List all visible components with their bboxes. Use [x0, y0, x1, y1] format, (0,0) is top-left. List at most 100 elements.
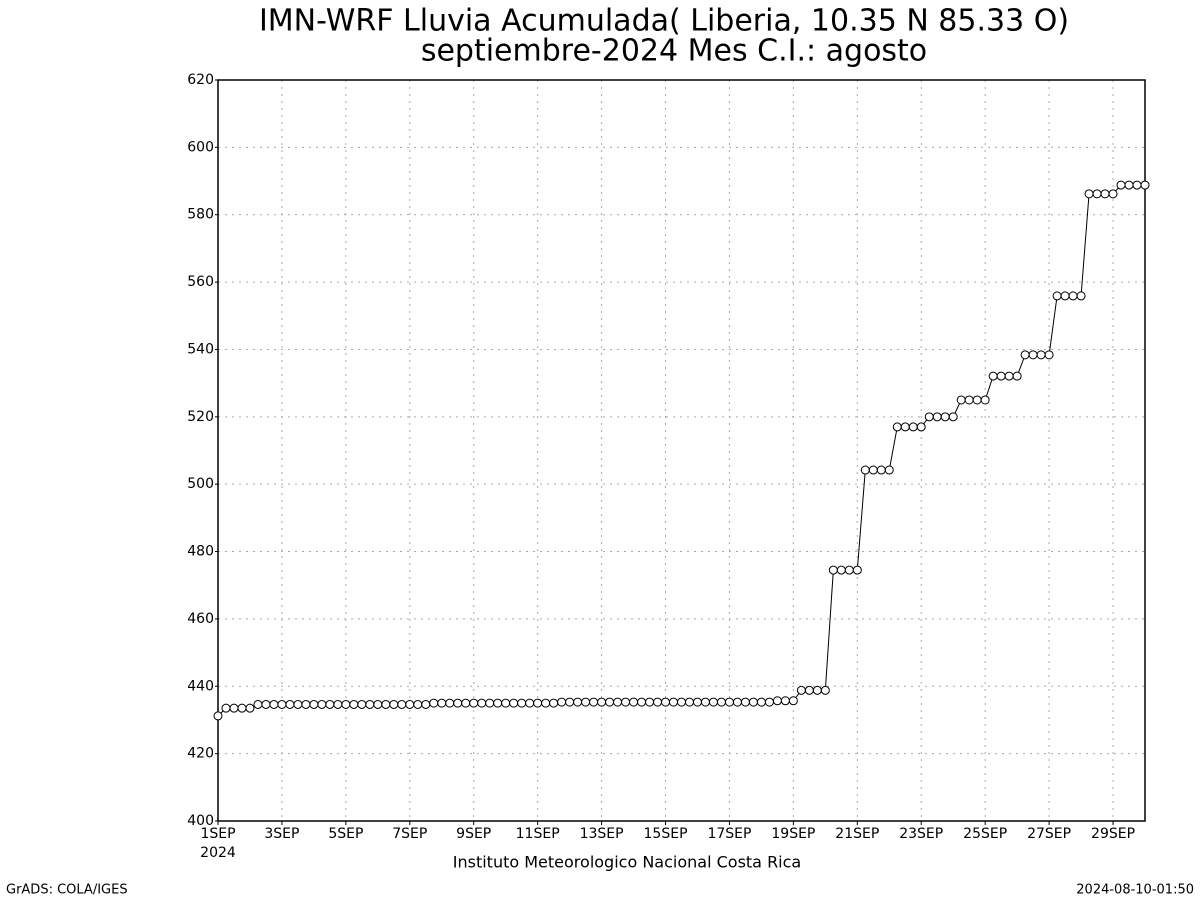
- data-point: [485, 698, 495, 708]
- y-tick-label: 560: [187, 274, 214, 290]
- data-point: [541, 698, 551, 708]
- data-point: [253, 699, 263, 709]
- data-point: [780, 696, 790, 706]
- data-point: [317, 699, 327, 709]
- data-point: [477, 698, 487, 708]
- data-point: [565, 697, 575, 707]
- data-point: [325, 699, 335, 709]
- data-point: [213, 711, 223, 721]
- data-point: [1084, 189, 1094, 199]
- data-point: [405, 699, 415, 709]
- data-point: [661, 697, 671, 707]
- data-point: [437, 698, 447, 708]
- y-tick-label: 600: [187, 139, 214, 155]
- data-point: [972, 395, 982, 405]
- data-point: [629, 697, 639, 707]
- y-tick-label: 480: [187, 544, 214, 560]
- chart-subtitle: septiembre-2024 Mes C.I.: agosto: [421, 34, 927, 69]
- data-point: [533, 698, 543, 708]
- data-point: [836, 565, 846, 575]
- timestamp: 2024-08-10-01:50: [1076, 883, 1194, 898]
- data-point: [932, 412, 942, 422]
- data-point: [469, 698, 479, 708]
- data-point: [788, 696, 798, 706]
- data-point: [812, 685, 822, 695]
- x-tick-label: 23SEP: [899, 826, 943, 842]
- data-point: [764, 697, 774, 707]
- data-point: [1092, 189, 1102, 199]
- data-point: [772, 696, 782, 706]
- data-point: [692, 697, 702, 707]
- data-point: [924, 412, 934, 422]
- data-point: [1020, 350, 1030, 360]
- x-tick-label: 5SEP: [328, 826, 363, 842]
- data-point: [1140, 180, 1150, 190]
- x-tick-label: 27SEP: [1027, 826, 1071, 842]
- data-point: [341, 699, 351, 709]
- x-tick-label: 7SEP: [392, 826, 427, 842]
- data-point: [589, 697, 599, 707]
- data-point: [309, 699, 319, 709]
- data-point: [740, 697, 750, 707]
- x-tick-label: 1SEP: [200, 826, 235, 842]
- credit: GrADS: COLA/IGES: [6, 883, 128, 898]
- data-point: [796, 685, 806, 695]
- data-point: [445, 698, 455, 708]
- data-point: [237, 703, 247, 713]
- chart-title: IMN-WRF Lluvia Acumulada( Liberia, 10.35…: [259, 4, 1069, 39]
- data-point: [573, 697, 583, 707]
- data-point: [732, 697, 742, 707]
- y-tick-label: 400: [187, 813, 214, 829]
- data-point: [1132, 180, 1142, 190]
- data-point: [1068, 291, 1078, 301]
- y-tick-label: 500: [187, 476, 214, 492]
- data-point: [868, 465, 878, 475]
- data-point: [549, 698, 559, 708]
- data-point: [1028, 350, 1038, 360]
- data-point: [525, 698, 535, 708]
- data-point: [245, 703, 255, 713]
- data-point: [613, 697, 623, 707]
- data-point: [716, 697, 726, 707]
- data-point: [285, 699, 295, 709]
- x-tick-label: 9SEP: [456, 826, 491, 842]
- data-point: [980, 395, 990, 405]
- footer: Instituto Meteorologico Nacional Costa R…: [453, 853, 801, 872]
- data-line: [217, 184, 1145, 717]
- plot-frame: [217, 79, 1146, 822]
- y-tick-label: 580: [187, 207, 214, 223]
- data-point: [357, 699, 367, 709]
- data-point: [892, 422, 902, 432]
- data-point: [860, 465, 870, 475]
- x-tick-label: 11SEP: [516, 826, 560, 842]
- data-point: [700, 697, 710, 707]
- x-tick-label: 29SEP: [1091, 826, 1135, 842]
- data-point: [381, 699, 391, 709]
- data-point: [389, 699, 399, 709]
- data-point: [940, 412, 950, 422]
- data-point: [1044, 350, 1054, 360]
- data-point: [916, 422, 926, 432]
- y-tick-label: 440: [187, 678, 214, 694]
- data-point: [493, 698, 503, 708]
- y-tick-label: 420: [187, 746, 214, 762]
- data-point: [453, 698, 463, 708]
- data-point: [581, 697, 591, 707]
- data-point: [684, 697, 694, 707]
- x-tick-label: 25SEP: [963, 826, 1007, 842]
- data-point: [1052, 291, 1062, 301]
- data-point: [621, 697, 631, 707]
- data-point: [301, 699, 311, 709]
- data-point: [1116, 180, 1126, 190]
- data-point: [461, 698, 471, 708]
- x-tick-label: 17SEP: [707, 826, 751, 842]
- data-point: [229, 703, 239, 713]
- data-point: [1004, 371, 1014, 381]
- data-point: [413, 699, 423, 709]
- data-point: [724, 697, 734, 707]
- y-tick-label: 520: [187, 409, 214, 425]
- data-point: [1124, 180, 1134, 190]
- data-point: [421, 699, 431, 709]
- data-point: [1076, 291, 1086, 301]
